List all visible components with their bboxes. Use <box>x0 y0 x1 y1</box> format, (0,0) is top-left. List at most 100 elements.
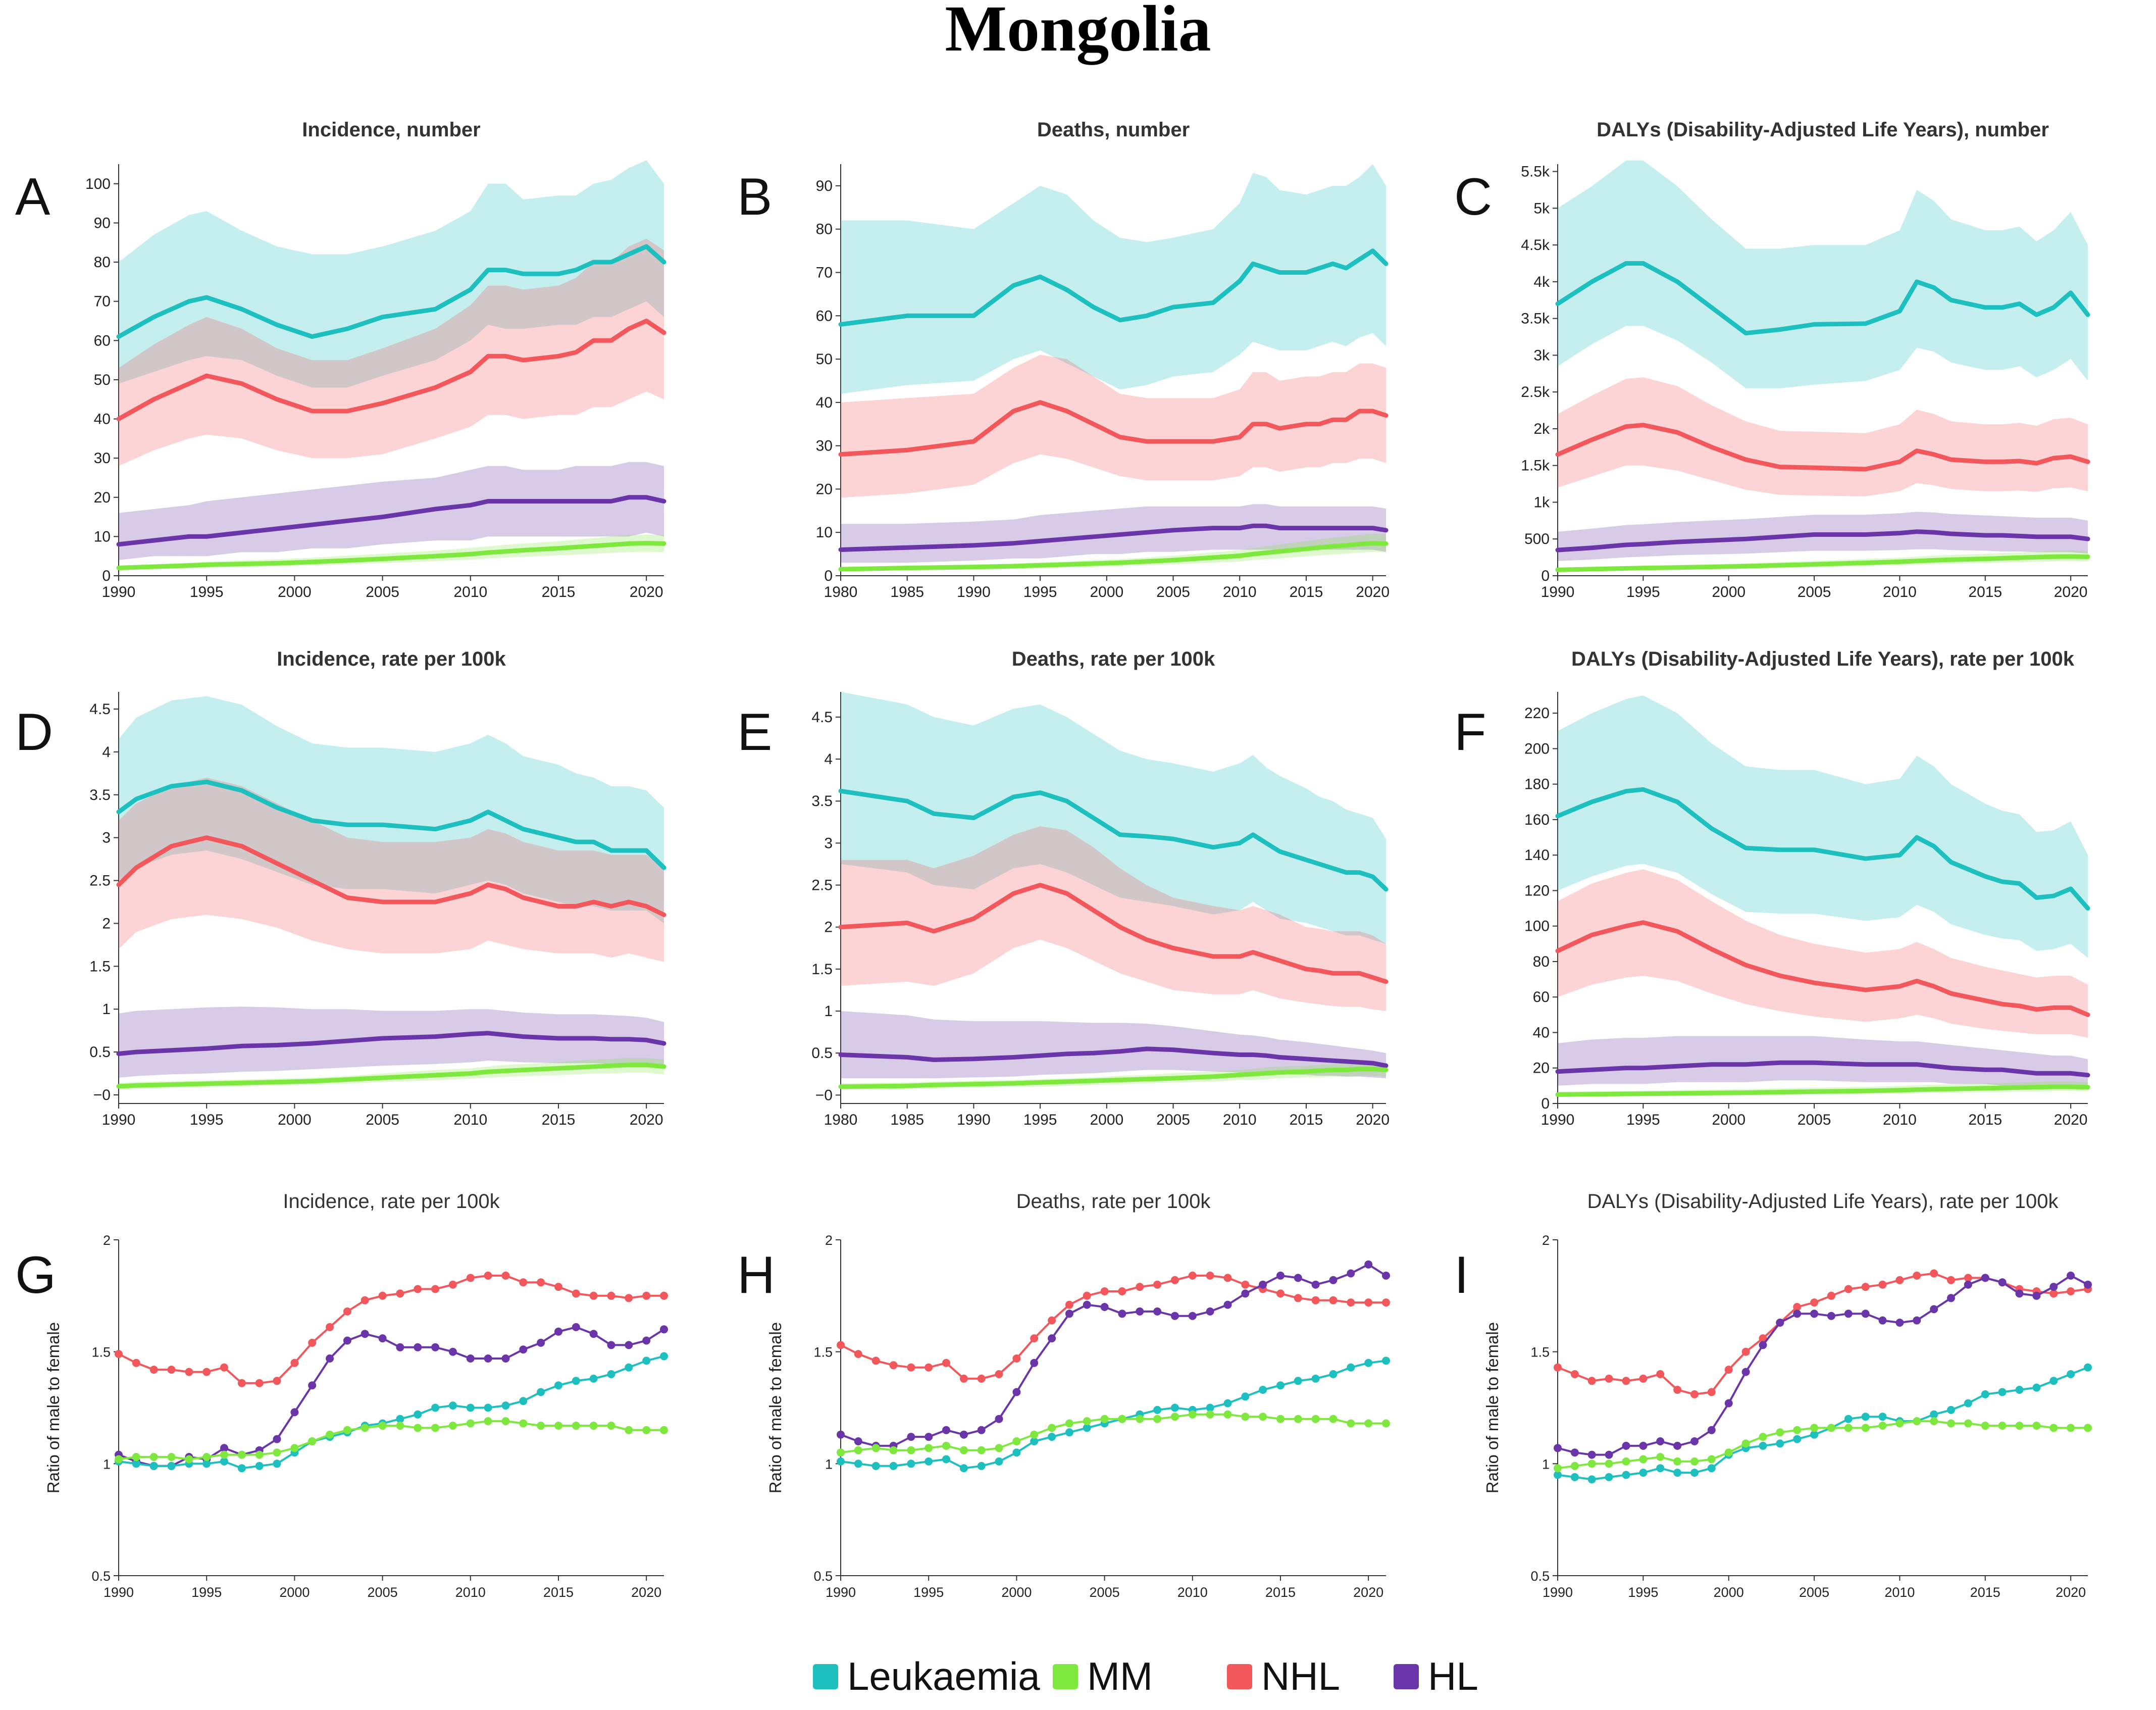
data-point-leukaemia <box>202 1460 211 1468</box>
y-tick-label: 1.5 <box>813 1345 833 1360</box>
data-point-nhl <box>1707 1388 1716 1396</box>
x-tick-label: 2020 <box>631 1585 661 1600</box>
data-point-mm <box>537 1422 545 1430</box>
data-point-nhl <box>1048 1316 1056 1325</box>
data-point-nhl <box>572 1289 580 1298</box>
y-tick-label: 20 <box>816 481 833 497</box>
data-point-leukaemia <box>1639 1469 1648 1477</box>
series-line-mm <box>118 1420 665 1461</box>
data-point-hl <box>1673 1441 1682 1450</box>
data-point-mm <box>308 1437 317 1445</box>
data-point-mm <box>1964 1419 1972 1428</box>
series-line-nhl <box>840 1274 1387 1380</box>
data-point-hl <box>519 1345 528 1354</box>
data-point-nhl <box>871 1356 880 1365</box>
x-tick-label: 2005 <box>1799 1585 1829 1600</box>
data-point-hl <box>854 1437 862 1445</box>
panel-title: DALYs (Disability-Adjusted Life Years), … <box>1587 1190 2059 1213</box>
data-point-leukaemia <box>448 1401 457 1410</box>
data-point-hl <box>1570 1448 1579 1457</box>
data-point-nhl <box>1311 1296 1320 1304</box>
x-tick-label: 2020 <box>1356 584 1390 600</box>
x-tick-label: 1995 <box>191 1585 222 1600</box>
data-point-mm <box>554 1422 562 1430</box>
data-point-nhl <box>1276 1289 1285 1298</box>
data-point-leukaemia <box>1153 1405 1162 1414</box>
data-point-mm <box>1622 1457 1630 1466</box>
data-point-mm <box>1136 1415 1144 1423</box>
y-tick-label: 10 <box>94 528 111 545</box>
data-point-nhl <box>361 1296 369 1304</box>
data-point-hl <box>1223 1300 1232 1309</box>
data-point-leukaemia <box>466 1403 475 1412</box>
data-point-nhl <box>1083 1291 1091 1300</box>
x-tick-label: 2005 <box>366 584 399 600</box>
data-point-leukaemia <box>2015 1386 2024 1394</box>
data-point-nhl <box>1170 1276 1179 1284</box>
data-point-nhl <box>1100 1287 1109 1295</box>
data-point-mm <box>642 1426 651 1434</box>
data-point-leukaemia <box>1276 1381 1285 1390</box>
x-tick-label: 2015 <box>1970 1585 2000 1600</box>
data-point-mm <box>2032 1422 2041 1430</box>
legend-label: MM <box>1087 1654 1153 1698</box>
panel-f: F DALYs (Disability-Adjusted Life Years),… <box>1454 648 2090 1128</box>
y-tick-label: 160 <box>1524 812 1550 828</box>
data-point-nhl <box>837 1341 845 1349</box>
data-point-nhl <box>607 1291 615 1300</box>
data-point-hl <box>484 1354 492 1363</box>
legend-swatch <box>1227 1664 1252 1689</box>
data-point-mm <box>660 1426 668 1434</box>
data-point-leukaemia <box>977 1462 986 1470</box>
data-point-hl <box>1048 1334 1056 1343</box>
data-point-hl <box>959 1430 968 1439</box>
data-point-mm <box>115 1455 123 1464</box>
data-point-hl <box>925 1433 933 1441</box>
y-axis-label: Ratio of male to female <box>1483 1322 1502 1493</box>
series-line-nhl <box>1555 423 2090 472</box>
data-point-hl <box>1707 1426 1716 1434</box>
series-line-mm <box>116 541 666 570</box>
data-point-leukaemia <box>414 1410 422 1419</box>
data-point-nhl <box>1964 1274 1972 1282</box>
y-tick-label: 2 <box>102 915 111 932</box>
data-point-leukaemia <box>484 1403 492 1412</box>
data-point-mm <box>519 1419 528 1428</box>
x-tick-label: 2015 <box>1968 584 2002 600</box>
y-tick-label: 3.5k <box>1521 311 1550 327</box>
data-point-nhl <box>1118 1287 1126 1295</box>
band-leukaemia <box>119 696 664 924</box>
data-point-leukaemia <box>1844 1415 1853 1423</box>
data-point-nhl <box>1012 1354 1021 1363</box>
data-point-leukaemia <box>854 1460 862 1468</box>
y-tick-label: 40 <box>816 394 833 411</box>
x-tick-label: 1990 <box>104 1585 134 1600</box>
data-point-nhl <box>642 1291 651 1300</box>
data-point-leukaemia <box>1083 1424 1091 1432</box>
x-tick-label: 1990 <box>102 1112 136 1128</box>
x-tick-label: 2000 <box>1090 584 1123 600</box>
data-point-nhl <box>889 1361 898 1370</box>
data-point-mm <box>431 1424 440 1432</box>
data-point-hl <box>1241 1289 1250 1298</box>
data-point-hl <box>1622 1441 1630 1450</box>
y-tick-label: 1.5k <box>1521 458 1550 474</box>
data-point-mm <box>361 1424 369 1432</box>
x-tick-label: 1990 <box>826 1585 856 1600</box>
y-tick-label: 2 <box>103 1233 111 1248</box>
data-point-leukaemia <box>871 1462 880 1470</box>
x-tick-label: 2020 <box>1353 1585 1383 1600</box>
x-tick-label: 2010 <box>1883 584 1917 600</box>
y-tick-label: 0.5 <box>813 1569 833 1584</box>
panel-label: G <box>15 1246 56 1304</box>
series-line-nhl <box>1557 1272 2089 1395</box>
data-point-nhl <box>1690 1390 1699 1398</box>
panel-title: Deaths, rate per 100k <box>1016 1190 1211 1213</box>
band-mm <box>119 534 664 570</box>
data-point-nhl <box>942 1359 950 1367</box>
panel-title: DALYs (Disability-Adjusted Life Years), … <box>1571 648 2075 670</box>
data-point-hl <box>466 1354 475 1363</box>
data-point-nhl <box>1554 1363 1562 1372</box>
panel-title: Incidence, rate per 100k <box>277 648 506 670</box>
series-line-mm <box>1557 1420 2089 1470</box>
